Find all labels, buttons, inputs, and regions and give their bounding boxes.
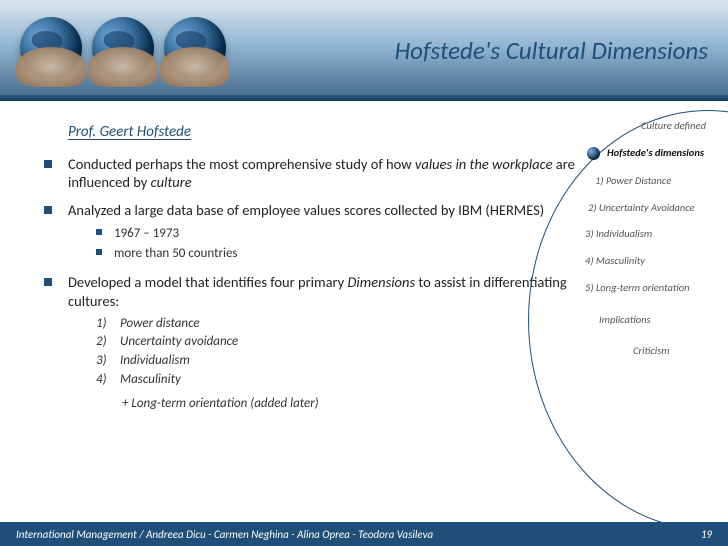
footer: International Management / Andreea Dicu …	[0, 522, 728, 546]
text-em: values in the workplace	[415, 155, 553, 173]
dim-item: Individualism	[94, 352, 588, 371]
bullet-3: Developed a model that identifies four p…	[40, 273, 588, 412]
globe-dot-icon	[587, 147, 600, 160]
nav-item[interactable]: 3) Individualism	[585, 228, 720, 241]
nav-item[interactable]: 4) Masculinity	[585, 255, 720, 268]
nav-item[interactable]: 1) Power Distance	[585, 175, 720, 188]
dim-item: Uncertainty avoidance	[94, 333, 588, 352]
nav-item-active[interactable]: Hofstede's dimensions	[585, 147, 720, 160]
nav-item[interactable]: Culture defined	[585, 120, 720, 133]
slide-title: Hofstede's Cultural Dimensions	[395, 35, 708, 66]
sub-bullet: 1967 – 1973	[94, 224, 588, 244]
text-em: culture	[151, 173, 192, 191]
footer-text: International Management / Andreea Dicu …	[16, 528, 433, 541]
nav-item[interactable]: 2) Uncertainty Avoidance	[585, 202, 720, 215]
nav-label: Hofstede's dimensions	[607, 146, 704, 159]
header-image: Hofstede's Cultural Dimensions	[0, 0, 728, 95]
nav-menu: Culture defined Hofstede's dimensions 1)…	[585, 120, 720, 371]
nav-item[interactable]: 5) Long-term orientation	[585, 282, 720, 295]
bullet-1: Conducted perhaps the most comprehensive…	[40, 155, 588, 191]
main-bullets: Conducted perhaps the most comprehensive…	[40, 155, 588, 412]
dim-item: Power distance	[94, 315, 588, 334]
text-em: Dimensions	[347, 273, 415, 291]
dim-item: Masculinity	[94, 371, 588, 390]
bullet-2: Analyzed a large data base of employee v…	[40, 201, 588, 263]
text: Analyzed a large data base of employee v…	[68, 201, 544, 219]
subtitle: Prof. Geert Hofstede	[68, 123, 588, 141]
added-note: + Long-term orientation (added later)	[122, 396, 588, 412]
sub-bullet: more than 50 countries	[94, 244, 588, 264]
page-number: 19	[701, 528, 712, 541]
nav-item[interactable]: Criticism	[585, 345, 720, 358]
nav-item[interactable]: Implications	[585, 314, 720, 327]
text: Developed a model that identifies four p…	[68, 273, 347, 291]
text: Conducted perhaps the most comprehensive…	[68, 155, 415, 173]
